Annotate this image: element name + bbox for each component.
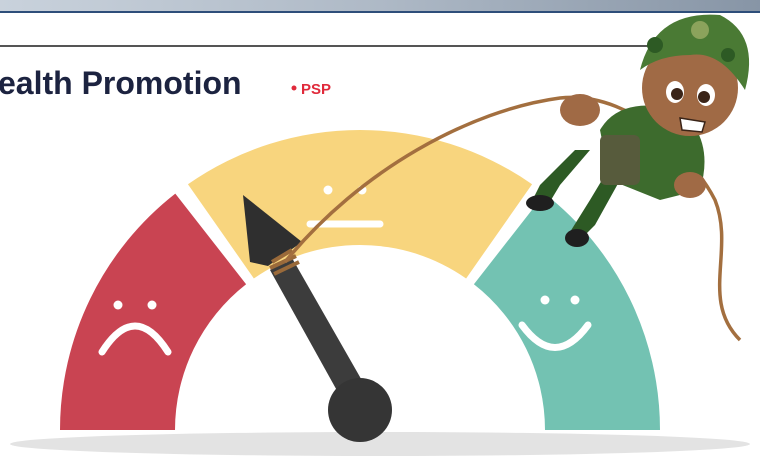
banner: ealth Promotion PSP [0,0,760,462]
title: ealth Promotion [0,65,242,101]
gauge-yellow [188,130,532,278]
shadow [10,432,750,456]
tag: PSP [301,81,331,98]
gauge-green [474,194,660,430]
tag-dot [292,86,297,91]
page: ealth Promotion PSP [0,0,760,462]
top-strip-edge [0,11,760,13]
gauge-red [60,194,246,430]
top-strip [0,0,760,12]
